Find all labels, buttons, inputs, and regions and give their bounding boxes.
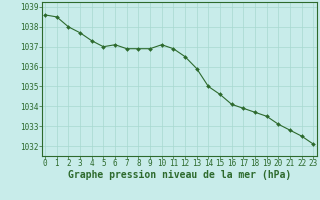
X-axis label: Graphe pression niveau de la mer (hPa): Graphe pression niveau de la mer (hPa) [68,170,291,180]
